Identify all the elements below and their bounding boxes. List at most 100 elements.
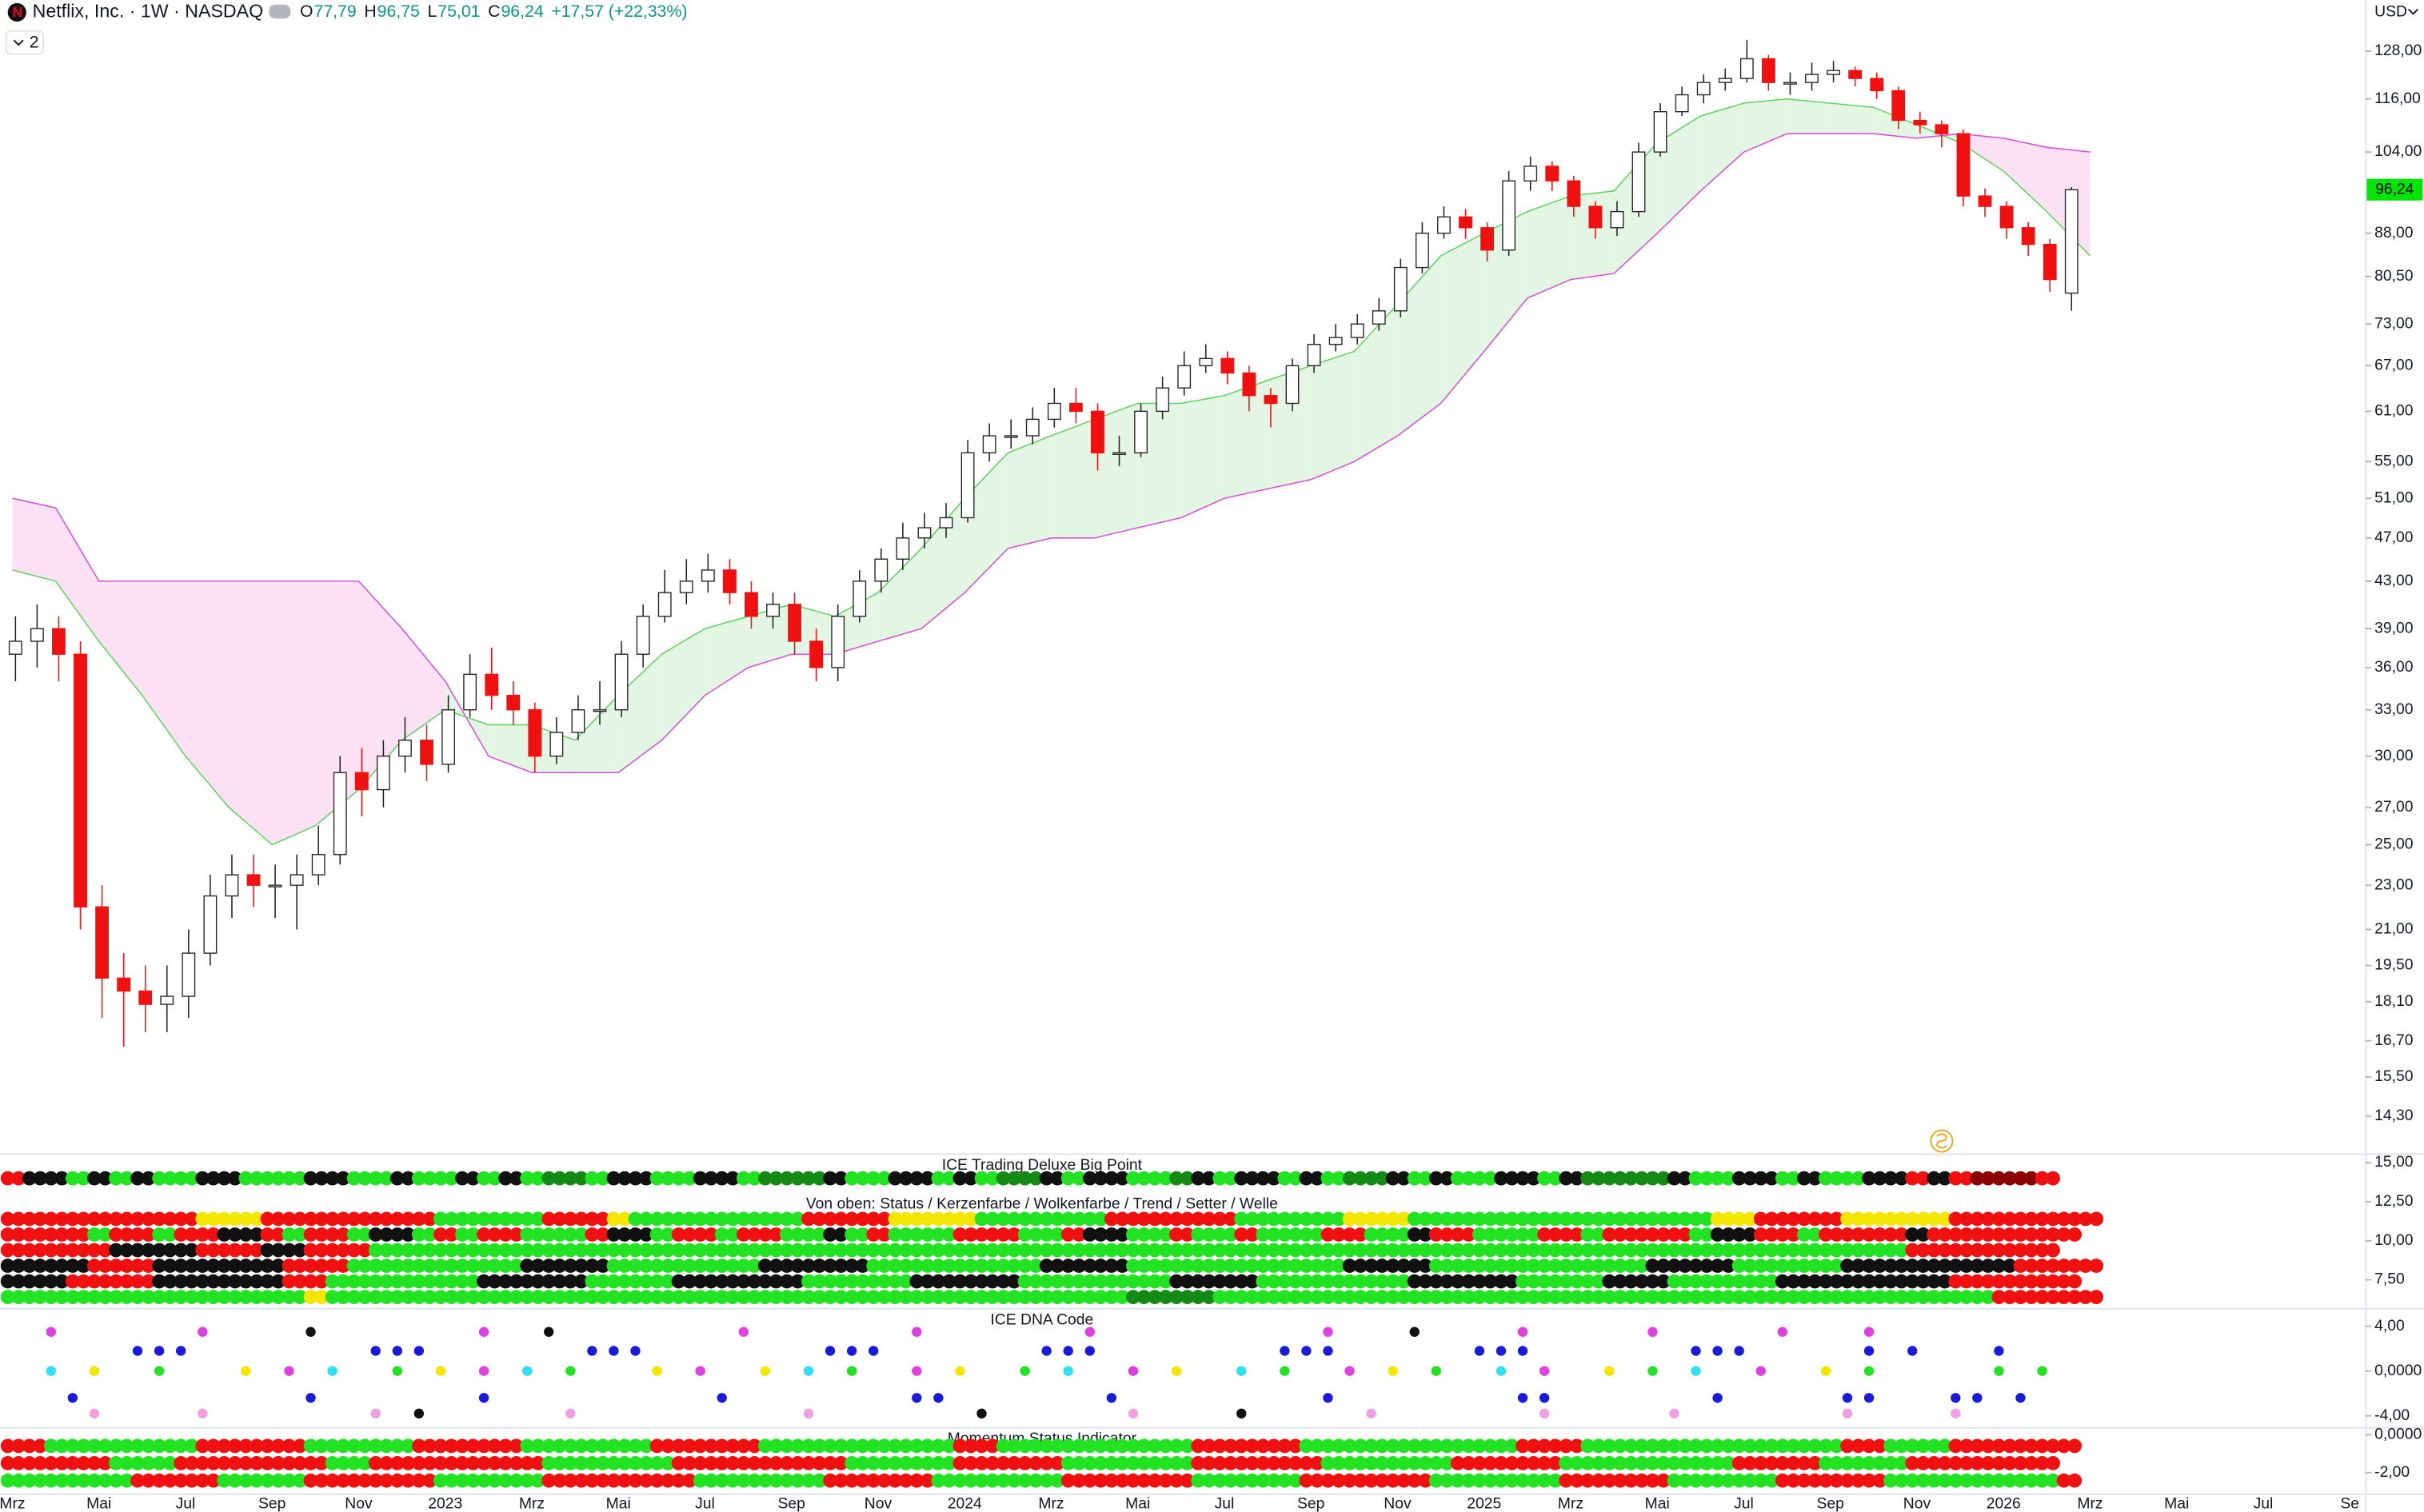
status-dot-fill bbox=[1807, 1211, 1823, 1227]
status-dot bbox=[563, 1243, 578, 1258]
status-dot-fill bbox=[1807, 1456, 1823, 1470]
status-dot-fill bbox=[1483, 1211, 1498, 1227]
status-dot bbox=[757, 1438, 773, 1454]
status-dot bbox=[1580, 1274, 1595, 1289]
status-dot bbox=[325, 1243, 340, 1258]
status-dot bbox=[1731, 1290, 1747, 1304]
status-dot bbox=[888, 1473, 903, 1488]
status-dot bbox=[520, 1438, 535, 1454]
status-dot-fill bbox=[1721, 1211, 1736, 1227]
status-dot bbox=[845, 1227, 859, 1242]
status-dot bbox=[909, 1243, 924, 1258]
status-dot bbox=[174, 1438, 189, 1454]
status-dot bbox=[1647, 1326, 1658, 1337]
candle-body bbox=[679, 580, 693, 593]
status-dot bbox=[1409, 1326, 1420, 1337]
candle-body bbox=[1675, 94, 1689, 113]
status-dot bbox=[736, 1171, 751, 1186]
status-dot bbox=[1580, 1211, 1595, 1227]
status-dot-fill bbox=[941, 1171, 956, 1186]
status-dot bbox=[1775, 1259, 1790, 1273]
candle-body bbox=[874, 558, 889, 582]
status-dot bbox=[649, 1211, 665, 1227]
status-dot bbox=[1623, 1259, 1639, 1273]
status-dot bbox=[87, 1456, 102, 1470]
status-dot-fill bbox=[1158, 1274, 1173, 1289]
status-dot bbox=[1060, 1171, 1076, 1186]
status-dot bbox=[498, 1171, 513, 1186]
status-dot-fill bbox=[1028, 1227, 1044, 1242]
status-dot bbox=[931, 1171, 946, 1186]
status-dot bbox=[738, 1326, 749, 1337]
status-dot-fill bbox=[1115, 1227, 1130, 1242]
status-dot bbox=[282, 1259, 297, 1273]
status-dot-fill bbox=[1959, 1227, 1974, 1242]
status-dot-fill bbox=[184, 1259, 199, 1273]
status-dot bbox=[1862, 1227, 1876, 1242]
status-dot bbox=[1753, 1171, 1768, 1186]
status-dot-fill bbox=[1418, 1438, 1433, 1454]
status-dot bbox=[1775, 1456, 1790, 1470]
x-tick-label: Mrz bbox=[0, 1495, 26, 1512]
status-dot-fill bbox=[249, 1171, 264, 1186]
status-dot-fill bbox=[1959, 1274, 1974, 1289]
status-dot bbox=[541, 1243, 557, 1258]
status-dot-fill bbox=[1634, 1211, 1649, 1227]
status-dot bbox=[1580, 1259, 1595, 1273]
status-dot-fill bbox=[184, 1438, 199, 1454]
status-dot bbox=[996, 1171, 1011, 1186]
status-dot-fill bbox=[877, 1259, 892, 1273]
status-dot-fill bbox=[1721, 1290, 1736, 1304]
status-dot bbox=[1796, 1171, 1811, 1186]
candle-body bbox=[74, 653, 87, 908]
status-dot-fill bbox=[227, 1274, 242, 1289]
status-dot-fill bbox=[33, 1259, 48, 1273]
status-dot-fill bbox=[941, 1473, 956, 1488]
status-dot-fill bbox=[1310, 1456, 1324, 1470]
status-dot-fill bbox=[725, 1456, 741, 1470]
status-dot bbox=[520, 1211, 535, 1227]
status-dot bbox=[801, 1171, 816, 1186]
status-dot-fill bbox=[1072, 1438, 1087, 1454]
status-dot bbox=[1191, 1227, 1205, 1242]
status-dot-fill bbox=[1288, 1473, 1303, 1488]
status-dot-fill bbox=[162, 1290, 178, 1304]
status-dot bbox=[1407, 1473, 1422, 1488]
status-dot-fill bbox=[1375, 1211, 1390, 1227]
cloud-fill bbox=[1700, 103, 1744, 191]
status-dot-fill bbox=[76, 1473, 91, 1488]
status-dot bbox=[1342, 1227, 1357, 1242]
status-dot-fill bbox=[2067, 1211, 2083, 1227]
status-dot-fill bbox=[2067, 1259, 2083, 1273]
status-dot bbox=[888, 1171, 903, 1186]
status-dot-fill bbox=[1634, 1290, 1649, 1304]
layout-button[interactable] bbox=[5, 30, 45, 55]
status-dot-fill bbox=[54, 1171, 70, 1186]
status-dot bbox=[1796, 1211, 1811, 1227]
status-pill[interactable] bbox=[269, 4, 291, 19]
session-icon bbox=[1936, 1133, 1947, 1149]
status-dot bbox=[585, 1473, 600, 1488]
status-dot-fill bbox=[1656, 1227, 1671, 1242]
status-dot bbox=[1128, 1366, 1139, 1376]
status-dot-fill bbox=[1937, 1290, 1952, 1304]
status-dot bbox=[912, 1393, 922, 1403]
x-tick-label: Nov bbox=[1903, 1495, 1931, 1512]
status-dot-fill bbox=[422, 1171, 437, 1186]
status-dot-fill bbox=[465, 1456, 481, 1470]
status-dot-fill bbox=[1310, 1274, 1324, 1289]
status-dot bbox=[174, 1473, 189, 1488]
status-dot bbox=[1234, 1456, 1249, 1470]
status-dot-fill bbox=[1093, 1438, 1108, 1454]
status-dot bbox=[671, 1274, 686, 1289]
status-dot-fill bbox=[1743, 1438, 1758, 1454]
status-dot bbox=[1645, 1290, 1660, 1304]
status-dot bbox=[1863, 1366, 1875, 1376]
status-dot bbox=[411, 1259, 426, 1273]
currency-label[interactable]: USD bbox=[2374, 4, 2407, 21]
status-dot-fill bbox=[682, 1438, 697, 1454]
status-dot-fill bbox=[11, 1243, 26, 1258]
status-dot-fill bbox=[1050, 1259, 1065, 1273]
status-dot bbox=[1883, 1211, 1898, 1227]
status-dot bbox=[671, 1211, 686, 1227]
